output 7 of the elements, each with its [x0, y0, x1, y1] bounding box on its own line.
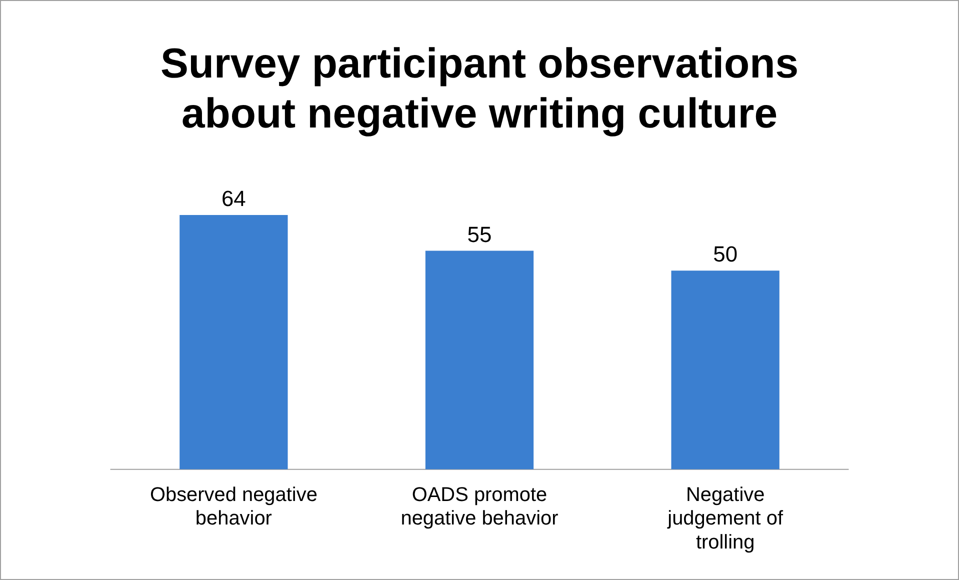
data-label: 64	[221, 186, 246, 212]
x-tick-label: Observed negative behavior	[150, 484, 318, 530]
data-label: 55	[467, 222, 492, 247]
data-label: 50	[713, 242, 738, 267]
x-tick-label: OADS promote negative behavior	[400, 484, 559, 530]
x-tick-label: Negative judgement of trolling	[666, 484, 784, 554]
chart-title: Survey participant observations about negative writing culture	[160, 40, 799, 137]
